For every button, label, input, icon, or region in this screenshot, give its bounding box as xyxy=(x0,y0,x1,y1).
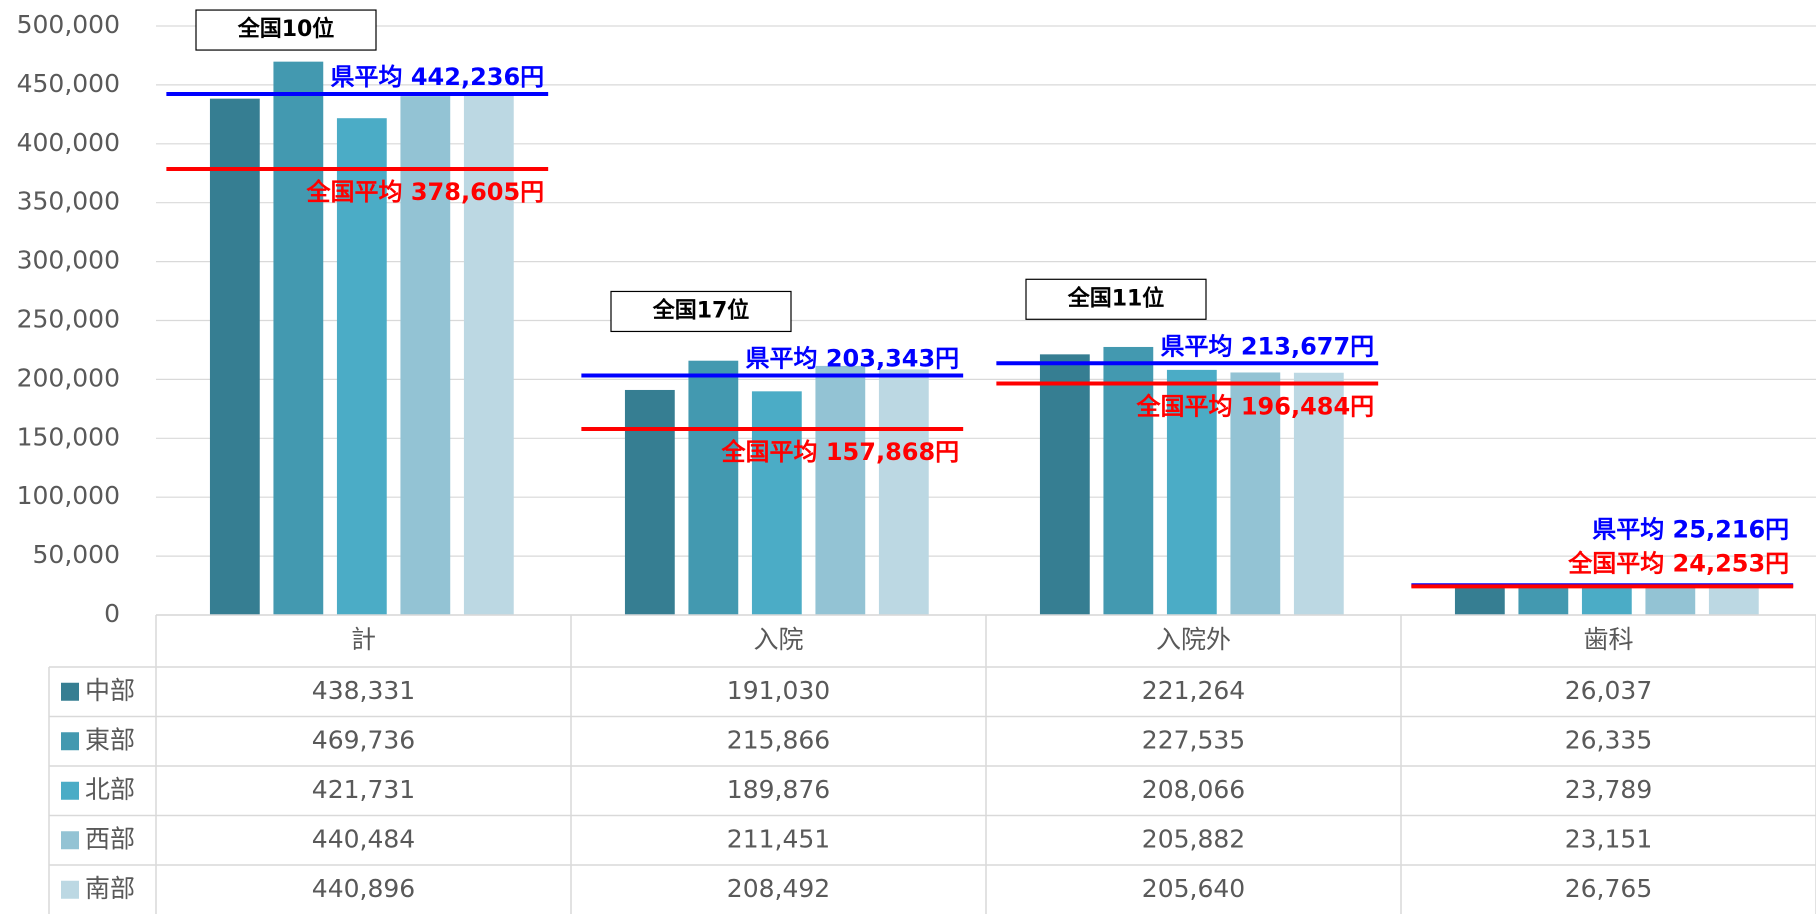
bar xyxy=(1581,586,1632,615)
reference-label: 県平均 442,236円 xyxy=(331,63,545,91)
rank-label: 全国17位 xyxy=(652,297,750,323)
y-tick-label: 350,000 xyxy=(17,187,120,216)
y-tick-label: 500,000 xyxy=(17,10,120,39)
legend-swatch xyxy=(61,831,79,850)
table-cell: 26,765 xyxy=(1565,874,1652,903)
bar xyxy=(1039,354,1090,615)
rank-box xyxy=(1025,278,1207,320)
legend-swatch xyxy=(61,732,79,751)
x-tick-label: 歯科 xyxy=(1583,625,1633,654)
y-tick-label: 250,000 xyxy=(17,305,120,334)
reference-label: 全国平均 378,605円 xyxy=(306,178,545,206)
table-cell: 191,030 xyxy=(727,676,830,705)
reference-label: 全国平均 157,868円 xyxy=(721,438,960,466)
x-tick-label: 計 xyxy=(351,625,376,654)
table-cell: 440,896 xyxy=(312,874,415,903)
bar xyxy=(273,61,324,615)
x-tick-label: 入院 xyxy=(753,625,803,654)
y-tick-label: 450,000 xyxy=(17,69,120,98)
reference-label: 県平均 25,216円 xyxy=(1592,515,1789,543)
reference-label: 県平均 203,343円 xyxy=(746,344,960,372)
table-cell: 26,335 xyxy=(1565,725,1652,754)
table-cell: 211,451 xyxy=(727,824,830,853)
bar xyxy=(1645,587,1696,615)
bar xyxy=(688,360,739,615)
table-cell: 23,151 xyxy=(1565,824,1652,853)
rank-label: 全国11位 xyxy=(1067,285,1165,311)
table-cell: 189,876 xyxy=(727,775,830,804)
table-cell: 205,640 xyxy=(1142,874,1245,903)
table-cell: 205,882 xyxy=(1142,824,1245,853)
bar xyxy=(1454,584,1505,615)
table-cell: 438,331 xyxy=(312,676,415,705)
bar xyxy=(624,389,675,615)
bar xyxy=(1103,346,1154,615)
legend-label: 中部 xyxy=(85,676,135,705)
table-cell: 440,484 xyxy=(312,824,415,853)
legend-label: 西部 xyxy=(85,824,135,853)
bar xyxy=(463,95,514,615)
bar xyxy=(878,369,929,615)
bar xyxy=(1708,583,1759,615)
y-tick-label: 300,000 xyxy=(17,246,120,275)
legend-label: 南部 xyxy=(85,874,135,903)
table-cell: 23,789 xyxy=(1565,775,1652,804)
legend-label: 北部 xyxy=(85,775,135,804)
y-tick-label: 400,000 xyxy=(17,128,120,157)
bar xyxy=(336,118,387,616)
bar xyxy=(815,365,866,615)
bar xyxy=(1293,372,1344,615)
table-cell: 215,866 xyxy=(727,725,830,754)
rank-box xyxy=(610,290,792,333)
table-cell: 421,731 xyxy=(312,775,415,804)
y-tick-label: 100,000 xyxy=(17,481,120,510)
legend-swatch xyxy=(61,682,79,701)
y-tick-label: 50,000 xyxy=(33,540,120,569)
bar xyxy=(209,98,260,616)
table-cell: 208,492 xyxy=(727,874,830,903)
rank-box xyxy=(195,9,377,51)
reference-label: 県平均 213,677円 xyxy=(1161,332,1375,360)
bar xyxy=(751,391,802,615)
y-tick-label: 150,000 xyxy=(17,422,120,451)
rank-label: 全国10位 xyxy=(237,16,335,42)
reference-label: 全国平均 24,253円 xyxy=(1567,549,1789,577)
table-cell: 469,736 xyxy=(312,725,415,754)
table-cell: 227,535 xyxy=(1142,725,1245,754)
bar xyxy=(400,96,451,615)
bar xyxy=(1518,583,1569,615)
legend-label: 東部 xyxy=(85,725,135,754)
legend-swatch xyxy=(61,781,79,800)
y-tick-label: 200,000 xyxy=(17,363,120,392)
table-cell: 208,066 xyxy=(1142,775,1245,804)
legend-swatch xyxy=(61,880,79,899)
reference-label: 全国平均 196,484円 xyxy=(1136,393,1375,421)
table-cell: 221,264 xyxy=(1142,676,1245,705)
table-cell: 26,037 xyxy=(1565,676,1652,705)
x-tick-label: 入院外 xyxy=(1156,625,1231,654)
bar xyxy=(1230,372,1281,615)
y-tick-label: 0 xyxy=(104,599,120,628)
bar xyxy=(1166,369,1217,615)
